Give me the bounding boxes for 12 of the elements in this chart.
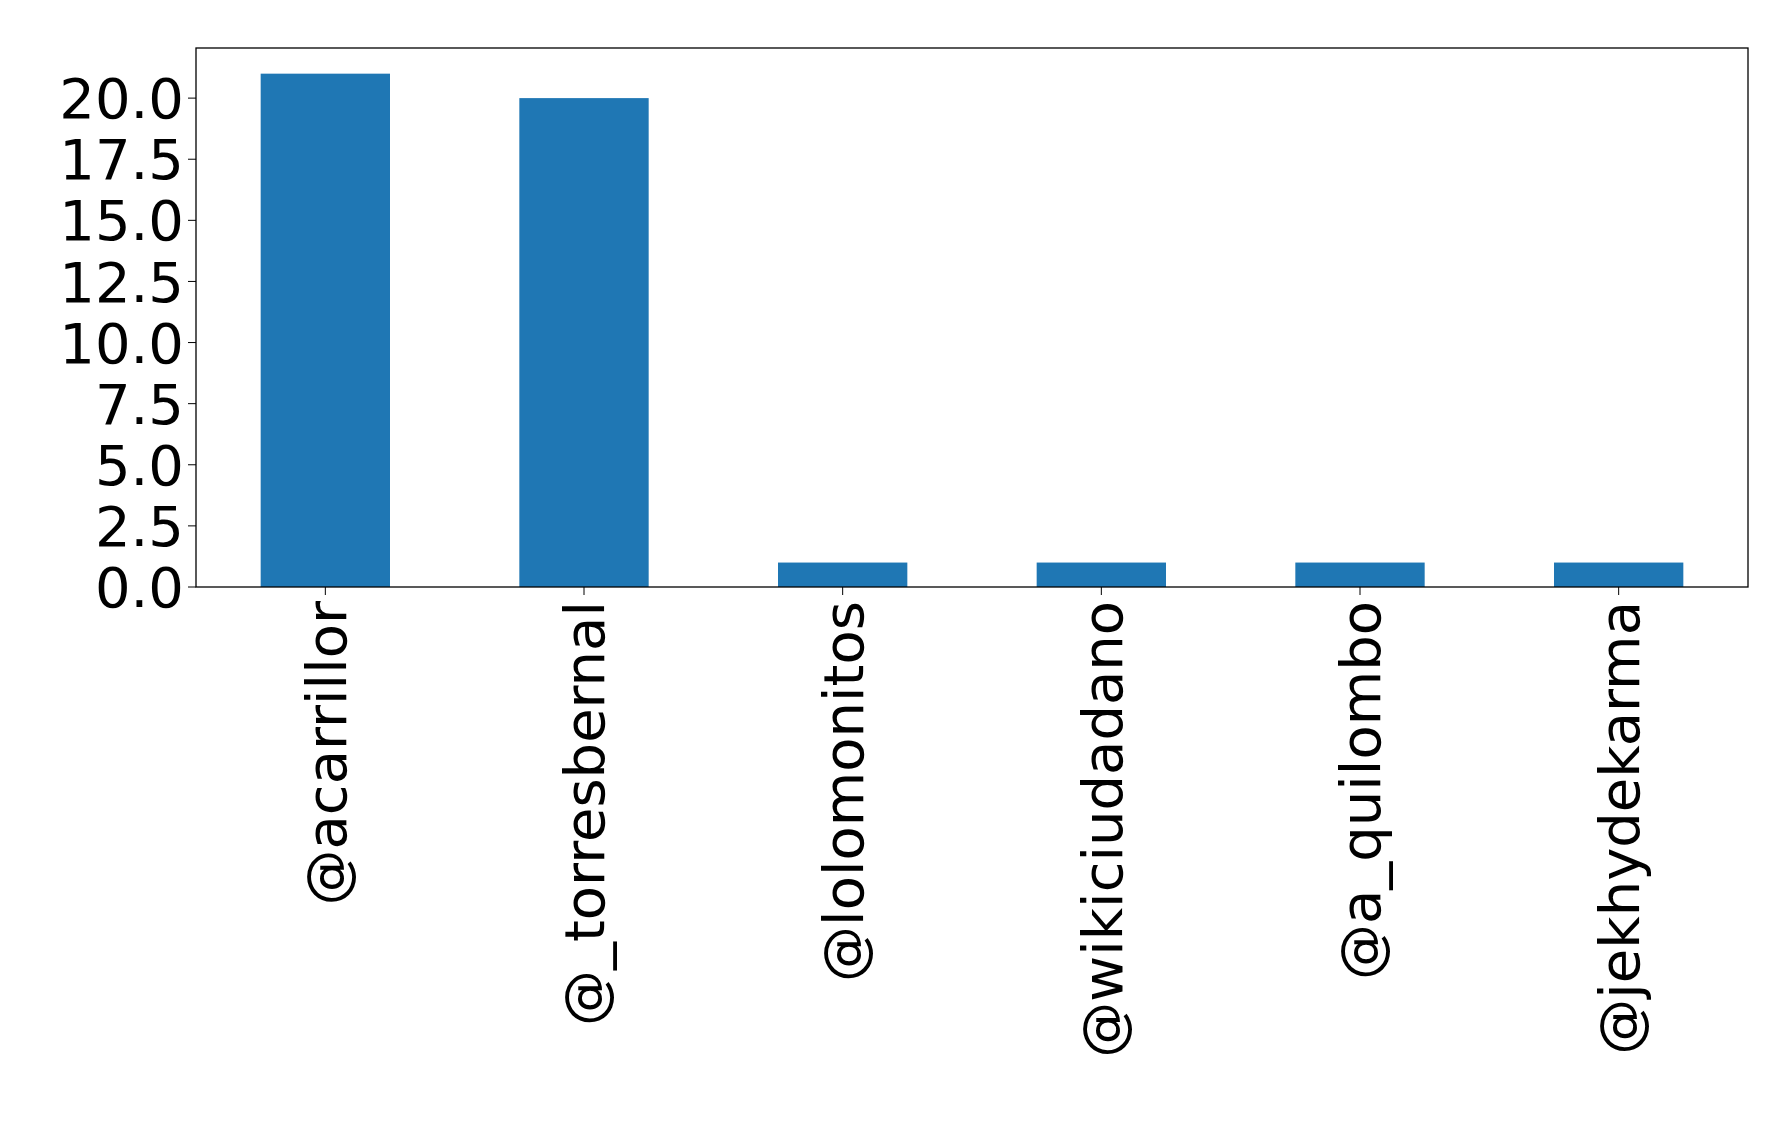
bar xyxy=(519,98,649,587)
x-tick-label: @jekhydekarma xyxy=(1586,601,1652,1055)
x-tick-label: @_torresbernal xyxy=(552,601,618,1027)
bar xyxy=(260,73,390,587)
x-tick-label: @a_quilombo xyxy=(1328,601,1394,981)
bar xyxy=(1036,562,1166,587)
x-tick-label: @lolomonitos xyxy=(810,601,876,982)
x-tick-label: @wikiciudadano xyxy=(1069,601,1135,1058)
x-tick-label: @acarrillor xyxy=(293,600,359,906)
bar xyxy=(1554,562,1684,587)
bar xyxy=(1295,562,1425,587)
bar xyxy=(778,562,908,587)
